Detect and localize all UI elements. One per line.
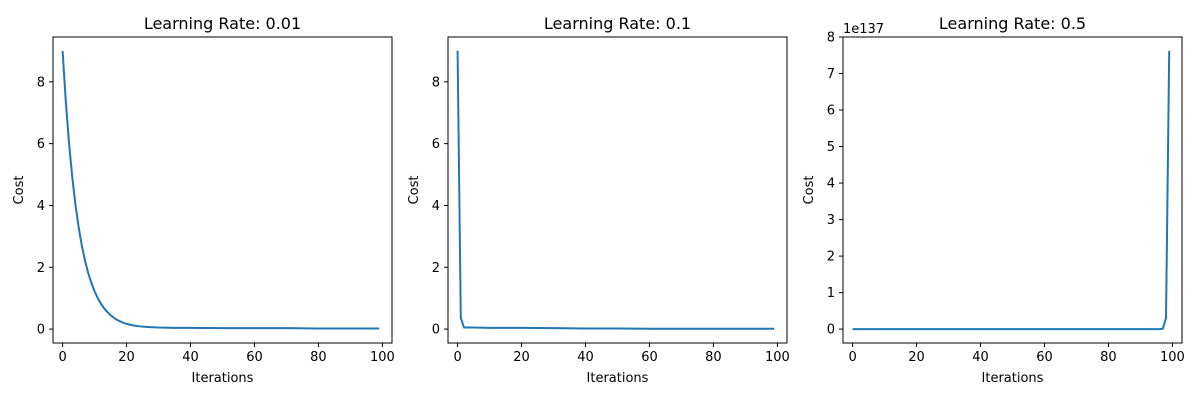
x-tick-label: 100 (370, 350, 395, 365)
y-axis-label: Cost (802, 176, 817, 205)
y-tick-label: 8 (827, 31, 835, 46)
x-tick-label: 40 (577, 350, 594, 365)
x-tick-label: 40 (182, 350, 199, 365)
x-tick-label: 0 (453, 350, 461, 365)
axes-frame (52, 36, 393, 344)
x-tick-label: 40 (972, 350, 989, 365)
series-line (852, 50, 1171, 331)
x-tick-label: 100 (1160, 350, 1185, 365)
y-tick-label: 2 (827, 250, 835, 265)
x-tick-label: 80 (1100, 350, 1117, 365)
y-tick-label: 4 (827, 177, 835, 192)
x-tick-label: 0 (848, 350, 856, 365)
series-line (456, 50, 775, 330)
y-axis-label: Cost (407, 176, 422, 205)
x-tick-label: 20 (513, 350, 530, 365)
y-tick-label: 1 (827, 286, 835, 301)
y-tick-label: 4 (432, 199, 440, 214)
x-tick-label: 100 (765, 350, 790, 365)
x-axis-label: Iterations (192, 371, 254, 386)
x-tick-label: 80 (705, 350, 722, 365)
subplot-1: 0 20 40 60 80 100 0 2 4 6 8 Learning Rate: 0.01 Iter… (12, 14, 395, 386)
y-tick-label: 6 (827, 104, 835, 119)
y-tick-label: 0 (432, 323, 440, 338)
x-tick-label: 20 (118, 350, 135, 365)
subplot-3: 0 20 40 60 80 100 0 1 2 3 4 5 6 7 8 Learning Rate: 0.5 I… (802, 14, 1185, 386)
axes-frame (447, 36, 788, 344)
x-tick-label: 60 (246, 350, 263, 365)
x-axis-label: Iterations (982, 371, 1044, 386)
y-tick-label: 2 (37, 261, 45, 276)
y-tick-label: 8 (432, 75, 440, 90)
y-tick-label: 5 (827, 140, 835, 155)
y-tick-label: 7 (827, 67, 835, 82)
series-line (61, 50, 380, 330)
y-axis-label: Cost (12, 176, 27, 205)
y-tick-label: 3 (827, 213, 835, 228)
y-tick-label: 0 (37, 323, 45, 338)
y-tick-label: 2 (432, 261, 440, 276)
axes-frame (842, 36, 1183, 344)
y-tick-label: 6 (432, 137, 440, 152)
x-tick-label: 20 (908, 350, 925, 365)
x-tick-label: 60 (641, 350, 658, 365)
y-tick-label: 4 (37, 199, 45, 214)
x-tick-label: 80 (310, 350, 327, 365)
x-tick-label: 60 (1036, 350, 1053, 365)
y-tick-label: 0 (827, 323, 835, 338)
chart-title: Learning Rate: 0.5 (939, 14, 1086, 33)
x-tick-label: 0 (58, 350, 66, 365)
subplot-2: 0 20 40 60 80 100 0 2 4 6 8 Learning Rate: 0.1 Itera… (407, 14, 790, 386)
y-axis-offset-label: 1e137 (843, 22, 884, 37)
chart-title: Learning Rate: 0.01 (144, 14, 301, 33)
y-tick-label: 6 (37, 137, 45, 152)
chart-title: Learning Rate: 0.1 (544, 14, 691, 33)
y-tick-label: 8 (37, 75, 45, 90)
x-axis-label: Iterations (587, 371, 649, 386)
